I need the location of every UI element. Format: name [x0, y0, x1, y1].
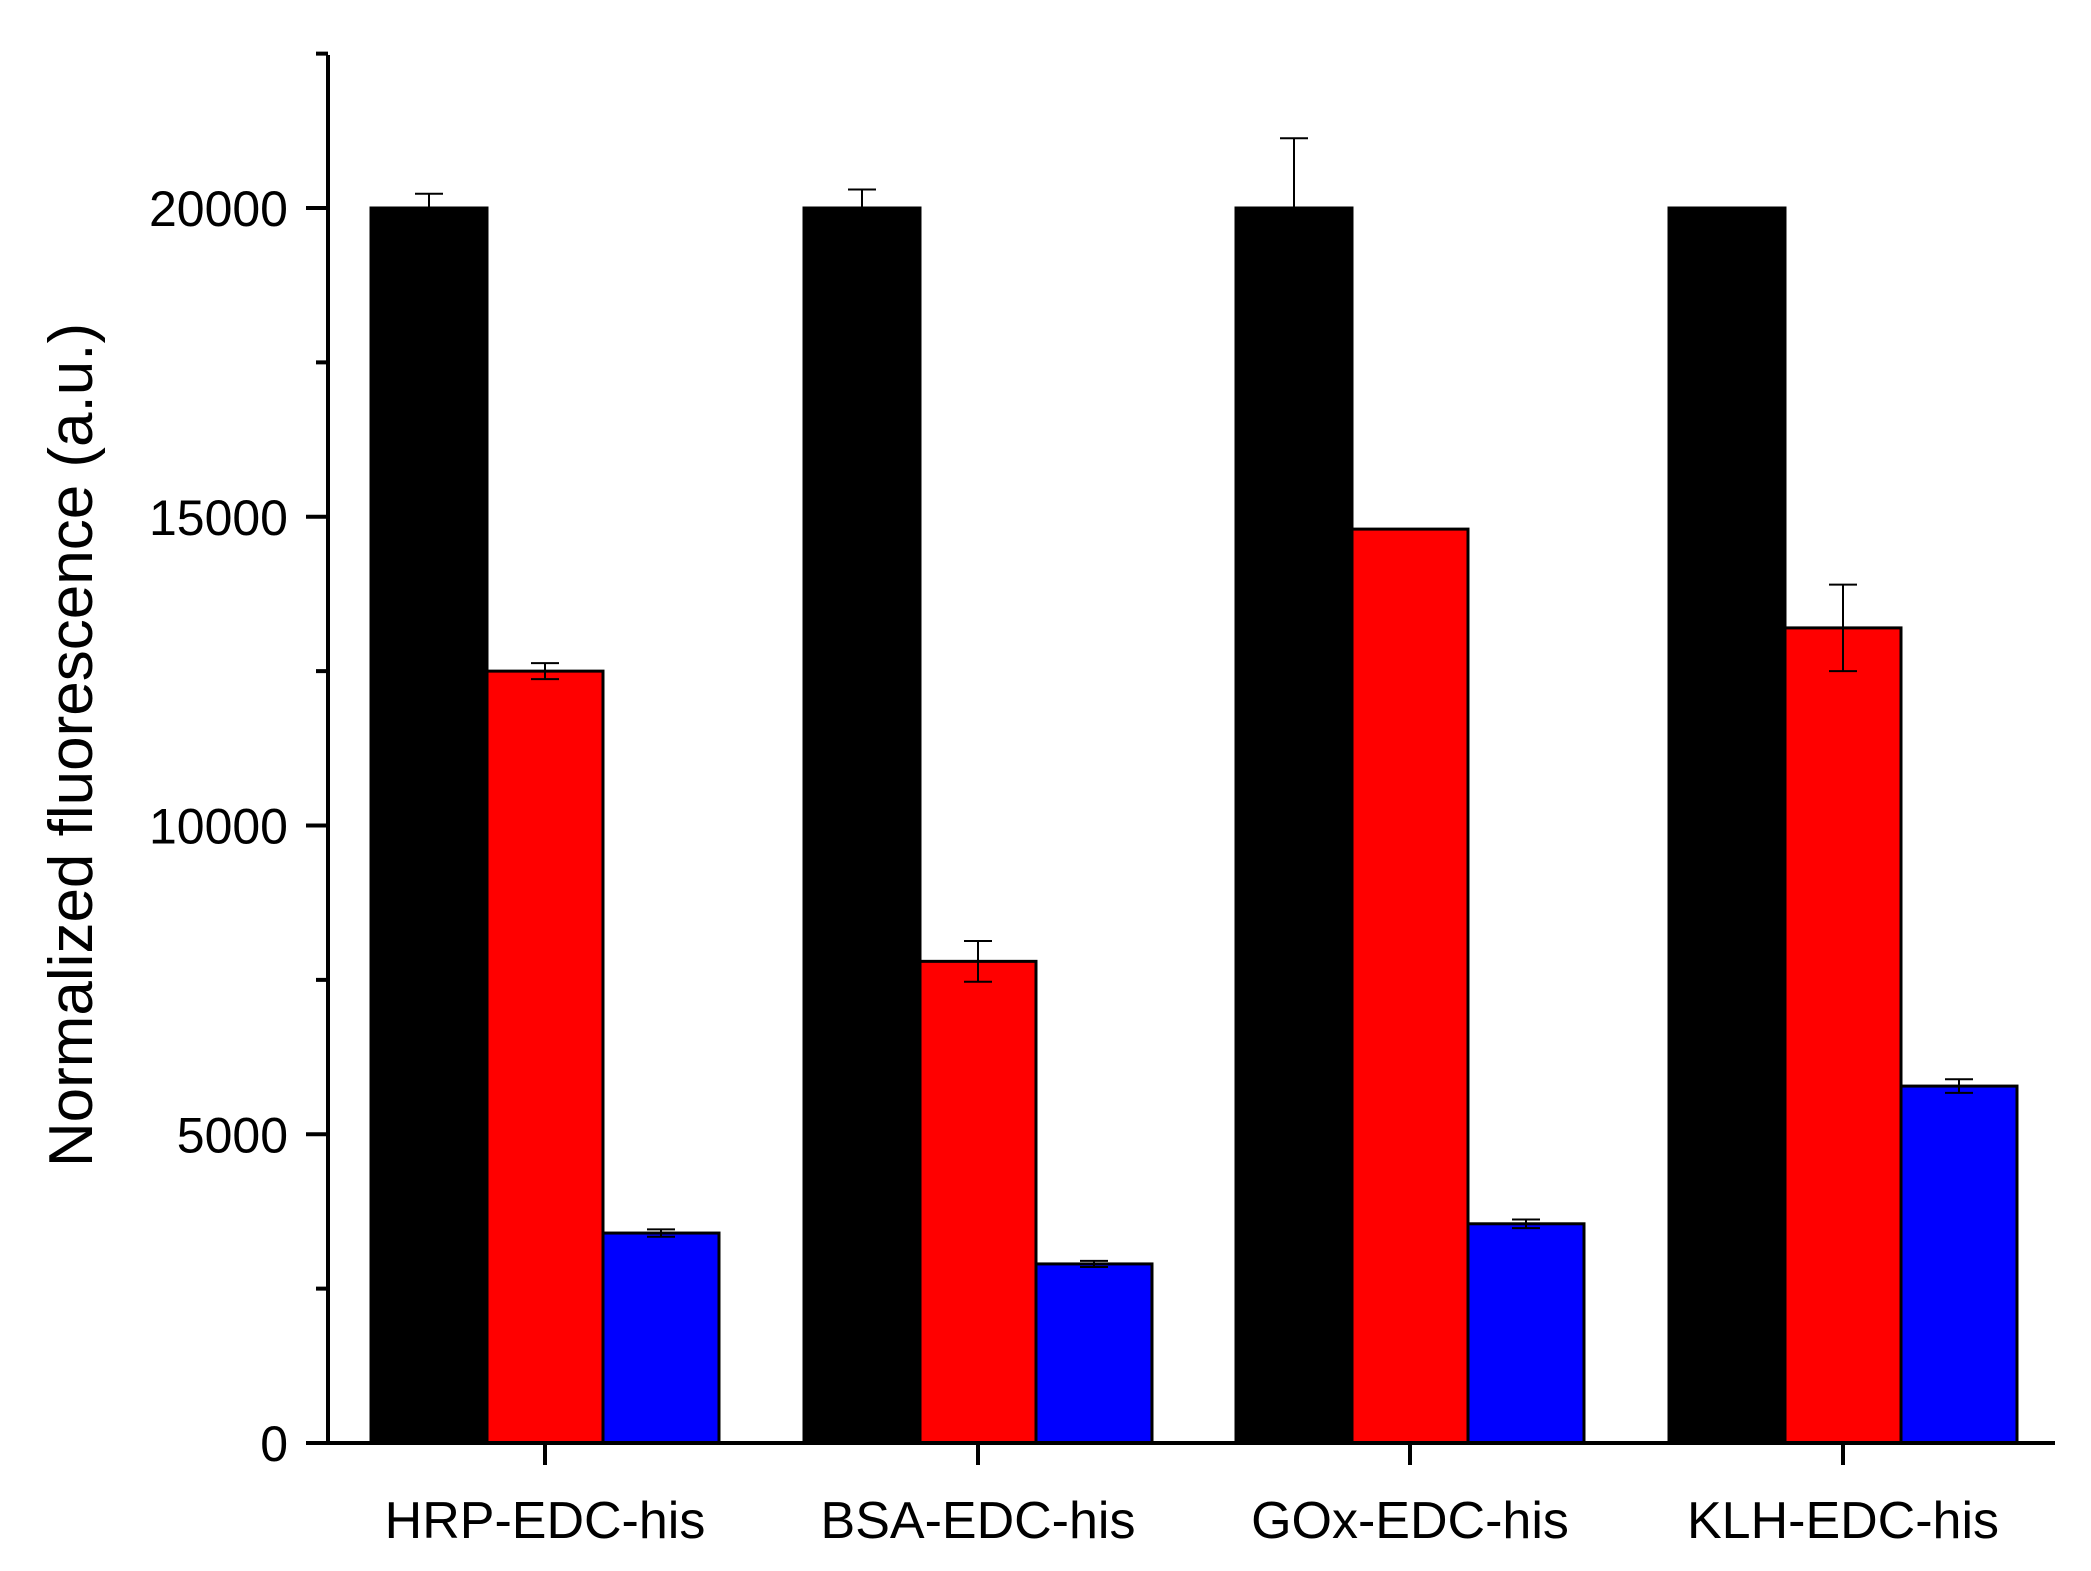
y-axis-title: Normalized fluorescence (a.u.) [37, 323, 106, 1167]
bar-series-2-GOx-EDC-his [1350, 527, 1470, 1445]
x-category-label: HRP-EDC-his [385, 1492, 706, 1550]
x-category-label: KLH-EDC-his [1687, 1492, 1999, 1550]
bar-series-1-HRP-EDC-his [369, 206, 489, 1445]
bar-series-3-GOx-EDC-his [1466, 1222, 1586, 1445]
y-tick-label-15000: 15000 [149, 490, 288, 546]
y-tick-label-20000: 20000 [149, 181, 288, 237]
bar-series-2-HRP-EDC-his [485, 669, 605, 1445]
bar-series-3-KLH-EDC-his [1899, 1084, 2019, 1445]
bar-series-2-BSA-EDC-his [918, 959, 1038, 1445]
bar-series-1-KLH-EDC-his [1667, 206, 1787, 1445]
bar-series-3-HRP-EDC-his [601, 1231, 721, 1445]
y-tick-label-0: 0 [260, 1416, 288, 1472]
bar-series-1-BSA-EDC-his [802, 206, 922, 1445]
y-tick-label-10000: 10000 [149, 799, 288, 855]
bar-series-3-BSA-EDC-his [1034, 1262, 1154, 1445]
x-category-label: BSA-EDC-his [821, 1492, 1136, 1550]
bar-series-2-KLH-EDC-his [1783, 626, 1903, 1445]
y-tick-label-5000: 5000 [177, 1107, 288, 1163]
x-category-label: GOx-EDC-his [1251, 1492, 1569, 1550]
bar-series-1-GOx-EDC-his [1234, 206, 1354, 1445]
